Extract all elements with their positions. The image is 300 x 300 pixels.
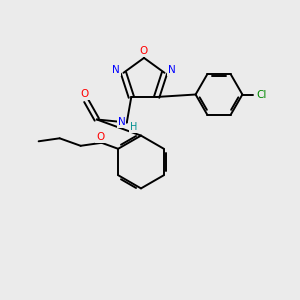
Text: O: O (140, 46, 148, 56)
Text: O: O (81, 89, 89, 99)
Text: O: O (96, 132, 104, 142)
Text: N: N (112, 65, 120, 75)
Text: N: N (168, 65, 176, 75)
Text: N: N (118, 118, 125, 128)
Text: H: H (130, 122, 137, 132)
Text: Cl: Cl (257, 89, 267, 100)
